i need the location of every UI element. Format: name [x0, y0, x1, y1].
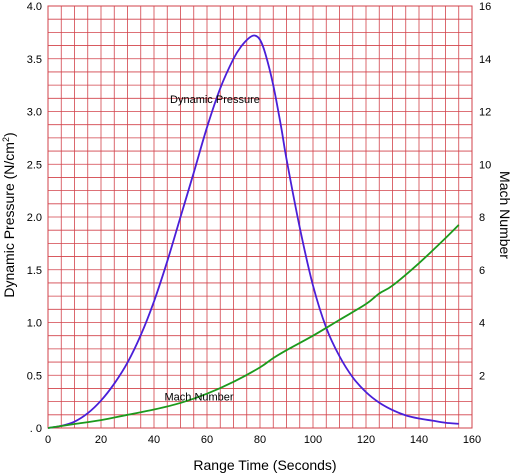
- y-tick-label: 0.5: [27, 370, 42, 382]
- y2-tick-label: 2: [479, 370, 485, 382]
- y2-tick-label: 10: [479, 159, 491, 171]
- x-tick-label: 160: [463, 434, 481, 446]
- x-tick-label: 0: [45, 434, 51, 446]
- y-tick-label: 4.0: [27, 1, 42, 13]
- x-tick-label: 80: [254, 434, 266, 446]
- y2-axis-title: Mach Number: [497, 171, 510, 259]
- annotation-label: Dynamic Pressure: [170, 94, 260, 106]
- y-tick-label: 3.5: [27, 54, 42, 66]
- plot-frame: [47, 5, 473, 429]
- y-tick-label: 2.0: [27, 212, 42, 224]
- y2-tick-label: 14: [479, 54, 491, 66]
- annotations: Dynamic Pressure Mach Number: [165, 94, 260, 404]
- y-tick-label: . 0: [30, 423, 42, 435]
- x-tick-label: 60: [201, 434, 213, 446]
- y2-tick-label: 8: [479, 212, 485, 224]
- y-axis-title: Dynamic Pressure (N/cm2): [1, 132, 17, 297]
- x-tick-label: 40: [148, 434, 160, 446]
- dynamic-pressure-line: [47, 34, 459, 429]
- y2-tick-label: 6: [479, 265, 485, 277]
- y-tick-label: 1.5: [27, 265, 42, 277]
- y-tick-label: 2.5: [27, 159, 42, 171]
- x-tick-label: 120: [357, 434, 375, 446]
- series-layer: [47, 34, 460, 429]
- tick-labels: 0 20 40 60 80 100 120 140 160 . 0 0.5 1.0 1.5 2.0 2.5 3…: [27, 1, 492, 446]
- y2-tick-label: 16: [479, 1, 491, 13]
- x-tick-label: 20: [95, 434, 107, 446]
- y-tick-label: 1.0: [27, 318, 42, 330]
- mach-number-line: [47, 224, 460, 429]
- grid: [47, 5, 473, 429]
- x-tick-label: 100: [304, 434, 322, 446]
- y-tick-label: 3.0: [27, 107, 42, 119]
- y2-tick-label: 4: [479, 318, 485, 330]
- x-tick-label: 140: [410, 434, 428, 446]
- annotation-label: Mach Number: [165, 391, 234, 403]
- x-axis-title: Range Time (Seconds): [193, 457, 336, 473]
- y2-tick-label: 12: [479, 107, 491, 119]
